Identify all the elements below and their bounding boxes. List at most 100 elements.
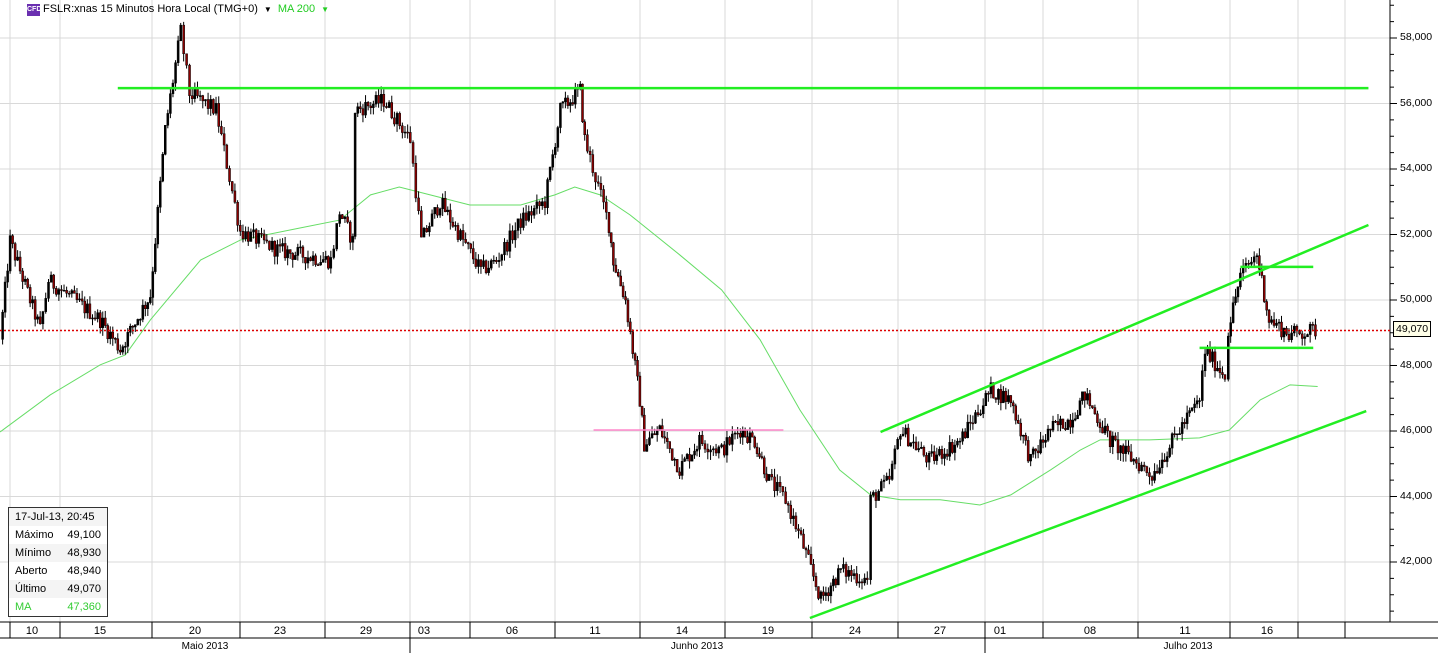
ma-200-line bbox=[0, 186, 1318, 506]
candle-body bbox=[688, 454, 691, 462]
symbol-dropdown-icon[interactable]: ▼ bbox=[263, 4, 272, 14]
candle-body bbox=[430, 213, 434, 227]
candle-body bbox=[1061, 418, 1065, 429]
candle-body bbox=[797, 528, 800, 531]
candle-body bbox=[1311, 324, 1315, 326]
candle-body bbox=[60, 289, 63, 291]
candle-body bbox=[1306, 334, 1309, 338]
candle-body bbox=[278, 244, 282, 247]
candle-body bbox=[1153, 471, 1156, 481]
candle-body bbox=[1132, 459, 1135, 462]
candle-body bbox=[961, 431, 964, 442]
candle-body bbox=[605, 201, 608, 213]
candle-body bbox=[70, 290, 74, 294]
candle-body bbox=[156, 206, 160, 245]
candle-body bbox=[212, 99, 215, 114]
candle-body bbox=[372, 103, 375, 108]
candle-body bbox=[428, 226, 431, 233]
indicator-label[interactable]: MA 200 bbox=[277, 3, 316, 15]
candle-body bbox=[296, 247, 300, 256]
candle-body bbox=[393, 117, 396, 125]
candle-body bbox=[461, 230, 465, 240]
candle-body bbox=[1236, 286, 1240, 298]
candle-body bbox=[920, 447, 923, 449]
candle-body bbox=[586, 134, 589, 152]
candle-body bbox=[909, 442, 913, 447]
candle-body bbox=[454, 225, 457, 227]
candle-body bbox=[301, 246, 305, 258]
candle-body bbox=[1247, 263, 1250, 265]
candle-body bbox=[1034, 448, 1037, 452]
candle-body bbox=[792, 515, 795, 519]
candle-body bbox=[1208, 348, 1212, 362]
candle-body bbox=[377, 95, 380, 104]
candle-body bbox=[176, 40, 180, 63]
candle-body bbox=[204, 99, 207, 102]
candle-body bbox=[436, 207, 439, 216]
candle-body bbox=[86, 303, 89, 314]
candle-body bbox=[1029, 453, 1032, 462]
candle-body bbox=[541, 201, 544, 207]
candle-body bbox=[619, 275, 622, 287]
candle-body bbox=[451, 221, 455, 227]
candle-body bbox=[1287, 334, 1291, 340]
candle-body bbox=[466, 242, 470, 245]
candle-body bbox=[930, 451, 933, 454]
candle-body bbox=[1081, 391, 1084, 401]
candle-body bbox=[23, 278, 27, 282]
x-day-label: 08 bbox=[1083, 625, 1097, 637]
candle-body bbox=[685, 454, 689, 459]
candle-body bbox=[1180, 422, 1184, 434]
candle-body bbox=[974, 412, 977, 424]
candle-body bbox=[182, 24, 185, 55]
candle-body bbox=[594, 172, 597, 183]
info-label: Último bbox=[15, 583, 47, 595]
candle-body bbox=[244, 231, 247, 240]
candle-body bbox=[953, 444, 957, 453]
candle-body bbox=[670, 448, 674, 461]
candle-body bbox=[33, 299, 37, 320]
candle-body bbox=[1188, 410, 1191, 414]
info-datetime: 17-Jul-13, 20:45 bbox=[15, 511, 95, 523]
candle-body bbox=[252, 229, 255, 233]
candle-body bbox=[746, 436, 749, 443]
candle-body bbox=[214, 103, 218, 114]
candle-body bbox=[1051, 421, 1055, 431]
candle-body bbox=[1282, 327, 1286, 338]
candle-body bbox=[503, 241, 506, 256]
candle-body bbox=[945, 453, 949, 457]
candle-body bbox=[935, 454, 939, 461]
candle-body bbox=[335, 223, 338, 250]
candle-body bbox=[566, 97, 570, 106]
candle-body bbox=[268, 240, 271, 250]
info-label: Mínimo bbox=[15, 547, 52, 559]
candle-body bbox=[356, 106, 359, 114]
candle-body bbox=[1218, 368, 1222, 373]
candle-body bbox=[78, 298, 81, 301]
candle-body bbox=[538, 201, 541, 207]
indicator-dropdown-icon[interactable]: ▼ bbox=[321, 4, 330, 14]
candle-body bbox=[1024, 435, 1027, 441]
candle-body bbox=[781, 486, 785, 493]
candle-body bbox=[314, 255, 317, 265]
candle-body bbox=[786, 503, 790, 506]
candle-body bbox=[1083, 391, 1086, 401]
candle-body bbox=[789, 504, 793, 519]
candle-body bbox=[817, 586, 820, 599]
candle-body bbox=[596, 181, 600, 184]
x-day-label: 11 bbox=[589, 625, 601, 637]
candle-body bbox=[361, 108, 365, 116]
candle-body bbox=[1021, 435, 1025, 437]
info-row-min: Mínimo 48,930 bbox=[9, 544, 107, 562]
candle-body bbox=[643, 414, 646, 452]
candle-body bbox=[99, 312, 102, 328]
symbol-title[interactable]: FSLR:xnas 15 Minutos Hora Local (TMG+0) bbox=[43, 3, 258, 15]
candle-body bbox=[1148, 472, 1151, 477]
candle-body bbox=[306, 257, 310, 264]
candle-body bbox=[209, 99, 212, 109]
candle-body bbox=[16, 256, 19, 261]
candle-body bbox=[624, 296, 627, 301]
candle-body bbox=[479, 259, 483, 267]
candle-body bbox=[114, 338, 117, 340]
